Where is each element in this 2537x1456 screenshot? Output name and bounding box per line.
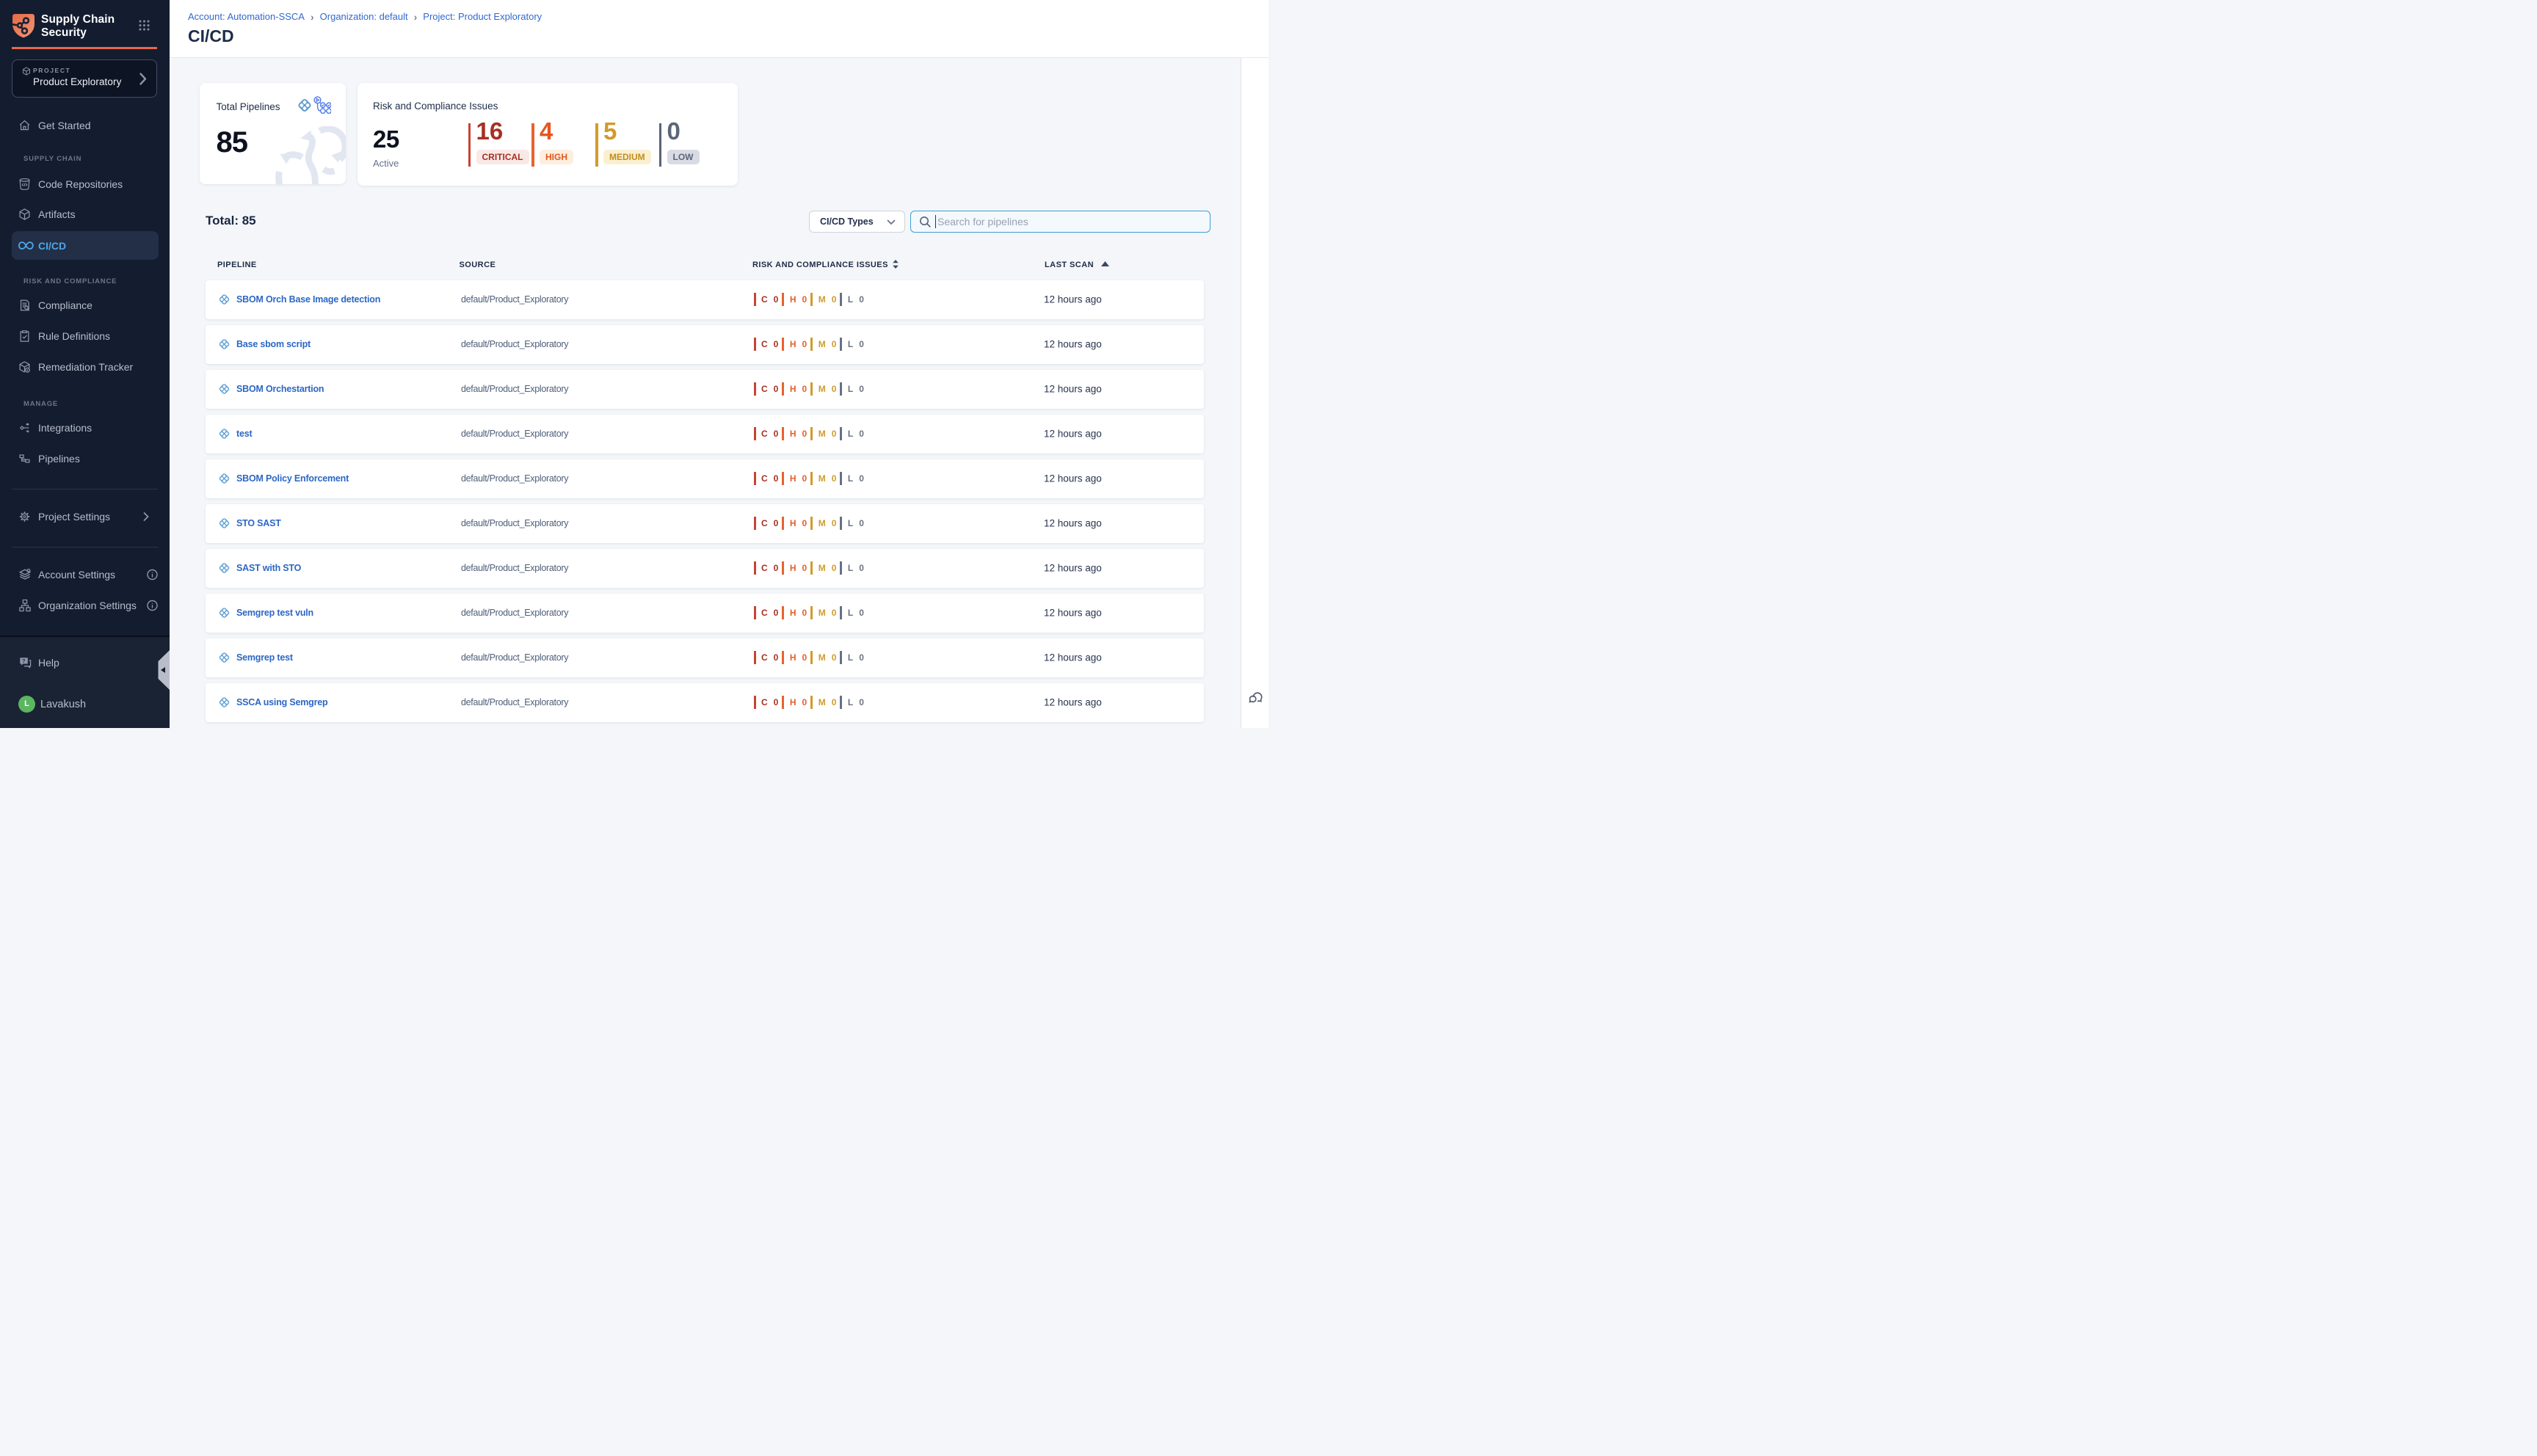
svg-text:?: ? [22, 658, 26, 664]
